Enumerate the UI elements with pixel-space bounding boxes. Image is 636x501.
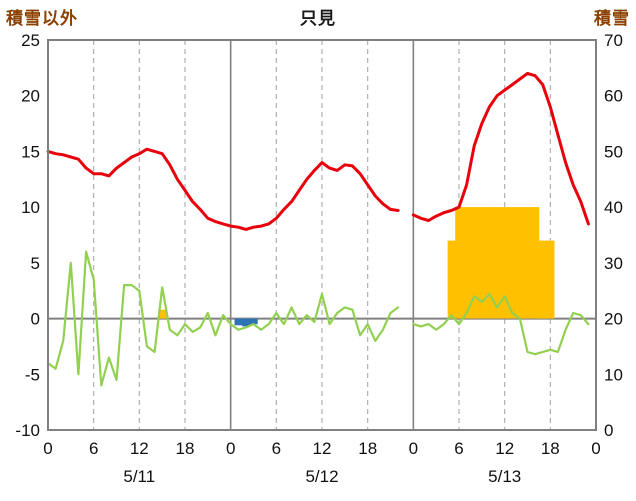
left-axis-title: 積雪以外 (6, 9, 78, 28)
svg-text:0: 0 (604, 421, 613, 440)
svg-text:70: 70 (604, 31, 623, 50)
svg-text:6: 6 (454, 439, 463, 458)
svg-text:40: 40 (604, 198, 623, 217)
svg-text:25: 25 (21, 31, 40, 50)
svg-text:10: 10 (604, 365, 623, 384)
svg-text:5/12: 5/12 (305, 467, 338, 486)
svg-text:20: 20 (21, 87, 40, 106)
svg-text:0: 0 (226, 439, 235, 458)
svg-text:0: 0 (31, 310, 40, 329)
svg-text:60: 60 (604, 87, 623, 106)
chart-header: 積雪以外 只見 積雪 (6, 4, 630, 29)
svg-text:20: 20 (604, 310, 623, 329)
svg-text:0: 0 (409, 439, 418, 458)
svg-text:18: 18 (176, 439, 195, 458)
svg-text:6: 6 (89, 439, 98, 458)
svg-text:0: 0 (591, 439, 600, 458)
svg-text:10: 10 (21, 198, 40, 217)
svg-text:12: 12 (130, 439, 149, 458)
right-axis-title: 積雪 (594, 9, 630, 28)
svg-text:5/13: 5/13 (488, 467, 521, 486)
svg-text:18: 18 (541, 439, 560, 458)
svg-text:50: 50 (604, 142, 623, 161)
svg-text:12: 12 (495, 439, 514, 458)
chart-title: 只見 (300, 9, 336, 28)
svg-text:6: 6 (272, 439, 281, 458)
svg-text:5/11: 5/11 (123, 467, 155, 486)
svg-text:-10: -10 (15, 421, 40, 440)
svg-text:18: 18 (358, 439, 377, 458)
svg-text:12: 12 (313, 439, 332, 458)
svg-text:30: 30 (604, 254, 623, 273)
svg-text:0: 0 (43, 439, 52, 458)
svg-text:15: 15 (21, 142, 40, 161)
svg-text:5: 5 (31, 254, 40, 273)
svg-text:-5: -5 (25, 365, 40, 384)
